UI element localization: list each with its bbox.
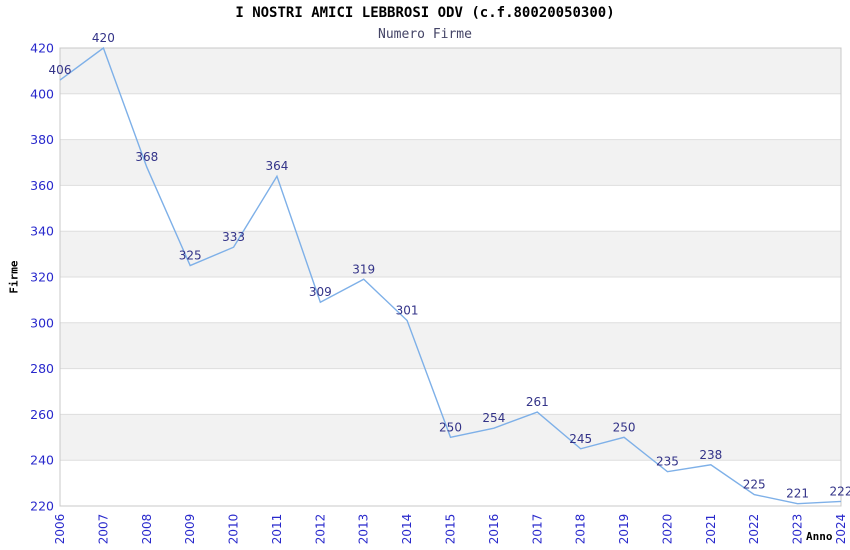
- x-tick-label: 2017: [530, 514, 544, 545]
- x-tick-label: 2020: [660, 514, 674, 545]
- y-tick-label: 320: [30, 270, 54, 285]
- y-tick-label: 220: [30, 499, 54, 514]
- data-point-label: 235: [656, 455, 679, 469]
- x-tick-label: 2014: [400, 514, 414, 545]
- x-tick-label: 2024: [834, 514, 848, 545]
- grid-band: [60, 48, 841, 94]
- y-tick-label: 360: [30, 178, 54, 193]
- y-tick-label: 380: [30, 132, 54, 147]
- x-tick-label: 2018: [574, 514, 588, 545]
- x-tick-label: 2012: [313, 514, 327, 545]
- x-tick-label: 2006: [53, 514, 67, 545]
- x-tick-label: 2013: [357, 514, 371, 545]
- x-tick-label: 2016: [487, 514, 501, 545]
- y-tick-label: 420: [30, 41, 54, 56]
- x-tick-label: 2015: [444, 514, 458, 545]
- data-point-label: 368: [135, 150, 158, 164]
- data-point-label: 319: [352, 262, 375, 276]
- data-point-label: 364: [265, 159, 288, 173]
- grid-band: [60, 231, 841, 277]
- x-tick-label: 2010: [227, 514, 241, 545]
- data-point-label: 245: [569, 432, 592, 446]
- data-point-label: 261: [526, 395, 549, 409]
- data-point-label: 406: [49, 63, 72, 77]
- line-series: [59, 46, 842, 505]
- data-point-label: 333: [222, 230, 245, 244]
- x-tick-label: 2009: [183, 514, 197, 545]
- data-point-label: 250: [439, 420, 462, 434]
- data-point-label: 222: [830, 484, 850, 498]
- data-point-label: 238: [699, 448, 722, 462]
- x-tick-label: 2008: [140, 514, 154, 545]
- y-tick-label: 400: [30, 86, 54, 101]
- data-point-label: 309: [309, 285, 332, 299]
- data-point-label: 325: [179, 249, 202, 263]
- x-tick-label: 2007: [96, 514, 110, 545]
- y-tick-label: 260: [30, 407, 54, 422]
- x-axis-label: Anno: [806, 530, 833, 543]
- data-point-label: 225: [743, 478, 766, 492]
- x-tick-label: 2011: [270, 514, 284, 545]
- data-point-label: 250: [613, 420, 636, 434]
- data-point-label: 221: [786, 487, 809, 501]
- x-tick-label: 2022: [747, 514, 761, 545]
- chart-title: I NOSTRI AMICI LEBBROSI ODV (c.f.8002005…: [235, 5, 615, 21]
- x-tick-label: 2021: [704, 514, 718, 545]
- y-tick-label: 300: [30, 315, 54, 330]
- x-tick-label: 2023: [791, 514, 805, 545]
- data-point-label: 254: [482, 411, 505, 425]
- grid-band: [60, 322, 841, 369]
- grid-band: [60, 139, 841, 186]
- data-point-label: 301: [396, 304, 419, 318]
- x-tick-label: 2019: [617, 514, 631, 545]
- plot-border: [59, 47, 842, 507]
- data-point-label: 420: [92, 31, 115, 45]
- y-tick-label: 280: [30, 361, 54, 376]
- chart-subtitle: Numero Firme: [378, 27, 472, 42]
- y-tick-label: 340: [30, 224, 54, 239]
- y-tick-label: 240: [30, 453, 54, 468]
